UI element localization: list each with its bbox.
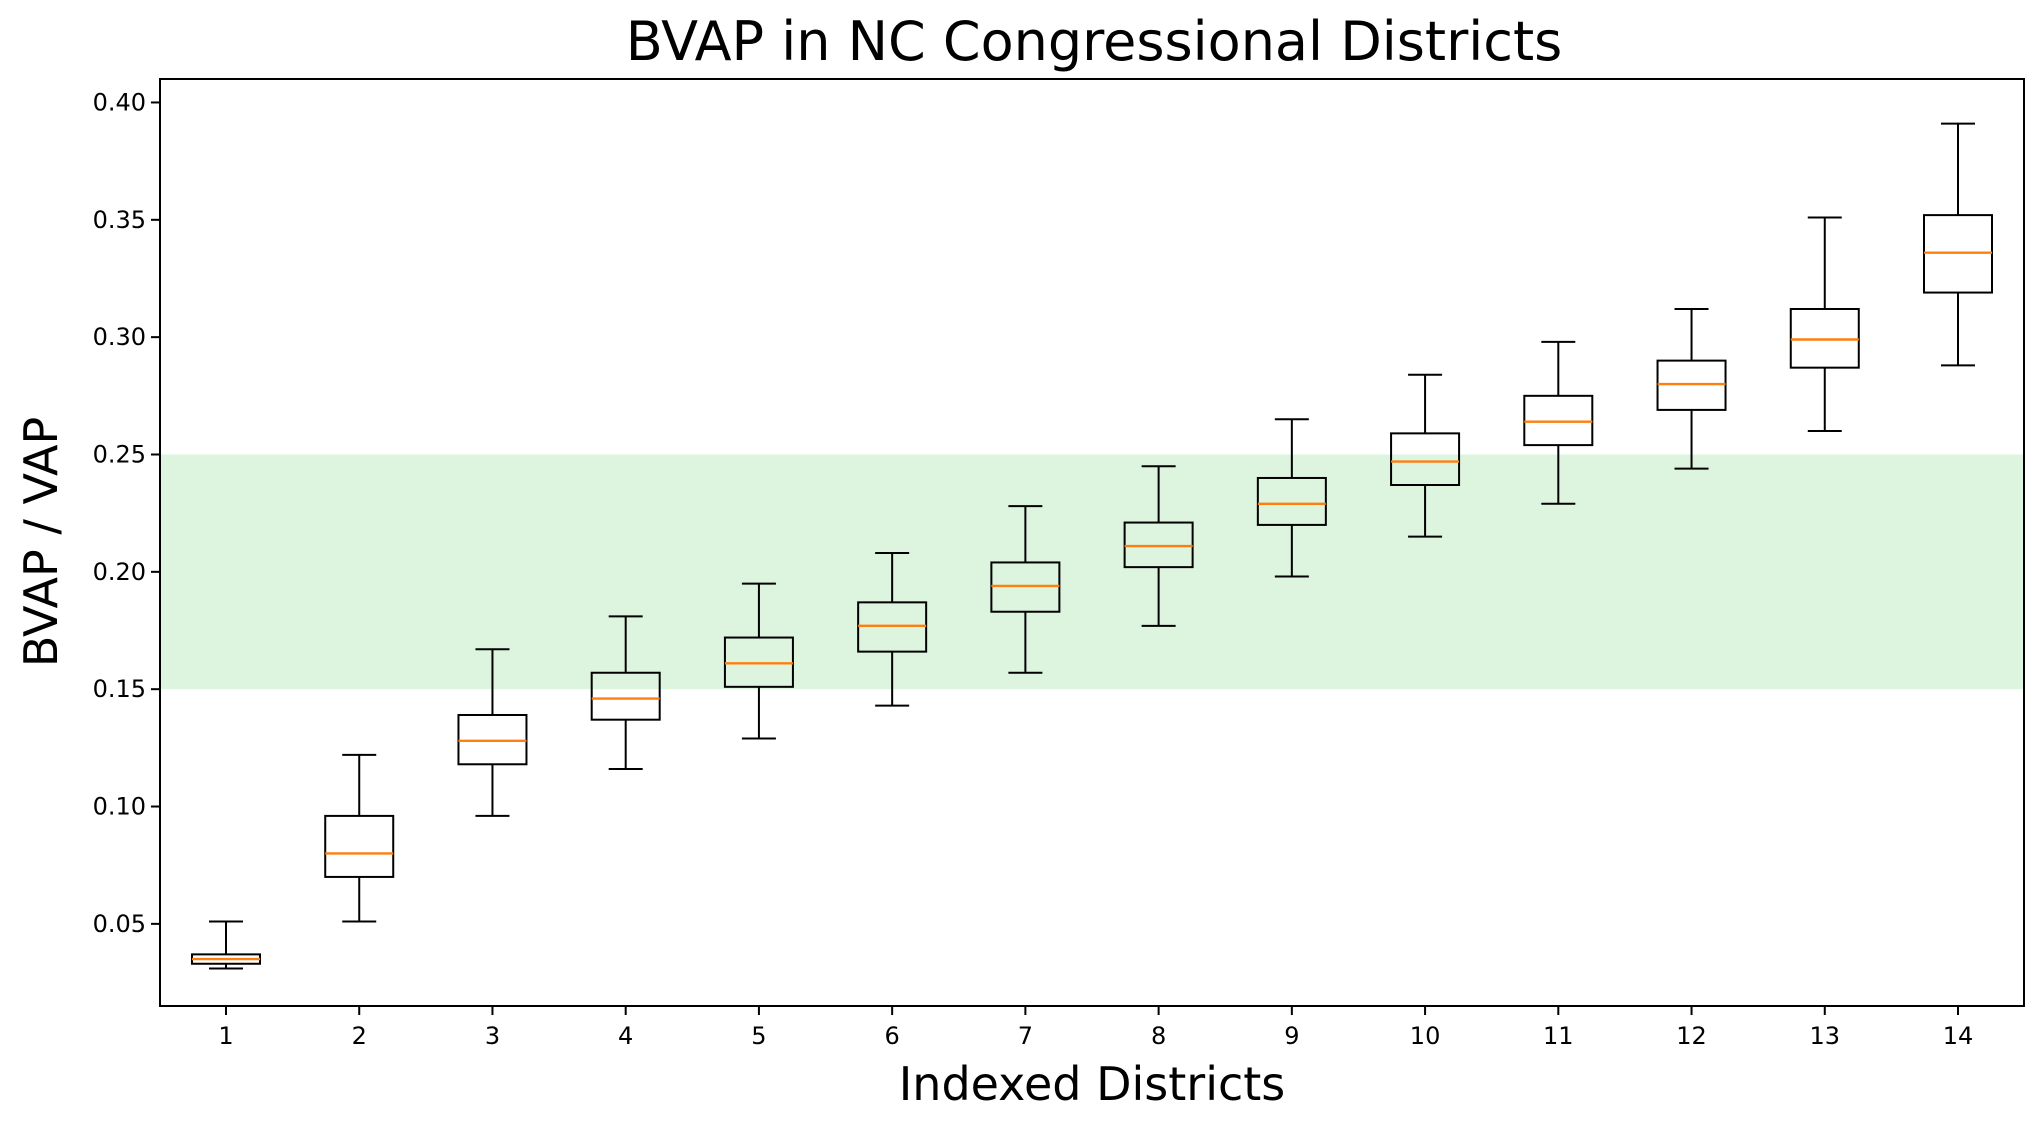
box-district-10 [1390,373,1461,538]
x-tick-label: 2 [352,1022,367,1050]
y-axis-label: BVAP / VAP [14,417,68,667]
x-tick-label: 11 [1543,1022,1574,1050]
x-tick-label: 1 [218,1022,233,1050]
y-tick-label: 0.40 [93,88,146,116]
x-tick-label: 9 [1284,1022,1299,1050]
box-district-12 [1656,307,1727,470]
chart-title: BVAP in NC Congressional Districts [626,10,1563,73]
box-district-6 [857,552,928,707]
y-tick-label: 0.10 [93,793,146,821]
x-tick-label: 6 [885,1022,900,1050]
box-district-13 [1789,216,1860,433]
y-tick-label: 0.15 [93,675,146,703]
x-tick-label: 10 [1410,1022,1441,1050]
box-district-8 [1123,465,1194,627]
x-tick-label: 5 [751,1022,766,1050]
box-district-7 [990,505,1061,674]
x-tick-label: 12 [1676,1022,1707,1050]
boxes-layer [191,122,1993,970]
y-tick-label: 0.30 [93,323,146,351]
plot-frame [159,78,2025,1007]
box-district-4 [590,615,661,770]
box-district-5 [723,582,794,740]
box-district-3 [457,648,528,817]
x-axis-label: Indexed Districts [899,1057,1286,1111]
box-district-1 [191,920,261,970]
x-tick-label: 13 [1809,1022,1840,1050]
x-tick-label: 8 [1151,1022,1166,1050]
y-axis: 0.05 0.10 0.15 0.20 0.25 0.30 0.35 0.40 [93,88,160,938]
iqr-box [1256,476,1327,526]
y-tick-label: 0.20 [93,558,146,586]
plot-area [159,78,2025,1007]
iqr-box [324,814,395,878]
x-axis: 1 2 3 4 5 6 7 8 9 10 11 12 13 14 [218,1006,1973,1050]
box-district-2 [324,753,395,923]
x-tick-label: 4 [618,1022,633,1050]
x-tick-label: 14 [1943,1022,1974,1050]
iqr-box [1390,432,1461,487]
iqr-box [590,671,661,721]
box-district-14 [1923,122,1993,367]
shaded-band [160,454,2024,690]
box-district-9 [1256,418,1327,578]
y-tick-label: 0.05 [93,910,146,938]
x-tick-label: 3 [485,1022,500,1050]
x-tick-label: 7 [1018,1022,1033,1050]
y-tick-label: 0.25 [93,440,146,468]
y-tick-label: 0.35 [93,206,146,234]
box-district-11 [1523,340,1594,505]
